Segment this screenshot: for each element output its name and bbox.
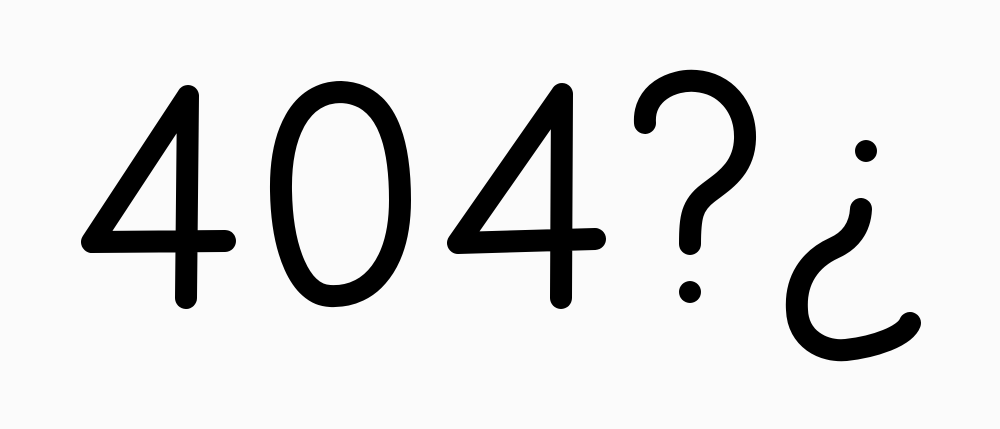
glyph-question-mark bbox=[634, 69, 756, 303]
question-mark-stroke bbox=[634, 69, 756, 255]
glyph-inverted-question-mark bbox=[785, 140, 921, 362]
glyph-zero bbox=[269, 81, 411, 308]
glyph-four-second-stroke bbox=[447, 83, 606, 309]
inverted-question-mark-dot bbox=[855, 140, 877, 162]
inverted-question-mark-stroke bbox=[785, 198, 921, 362]
glyph-zero-stroke bbox=[269, 81, 411, 308]
question-mark-dot bbox=[679, 281, 701, 303]
glyph-four-first bbox=[81, 85, 236, 309]
glyph-four-second bbox=[447, 83, 606, 309]
glyph-four-first-stroke bbox=[81, 85, 236, 309]
